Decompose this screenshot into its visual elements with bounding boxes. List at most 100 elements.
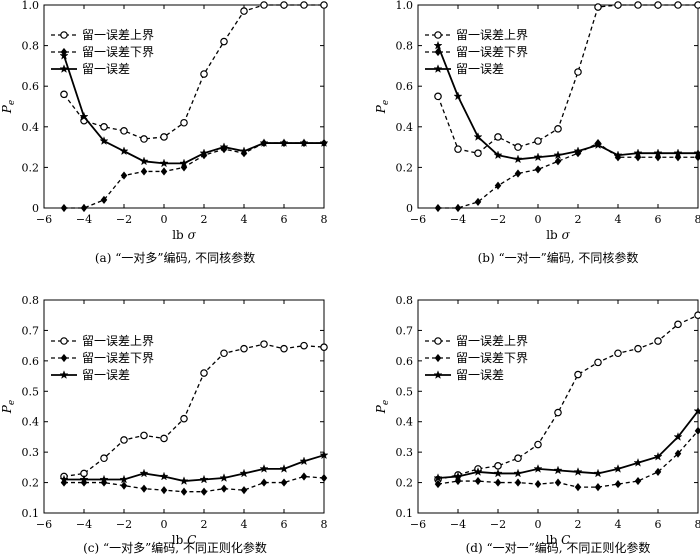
y-tick-label: 0.2: [22, 477, 40, 490]
data-point-upper: [220, 349, 228, 358]
data-point-upper: [200, 70, 208, 78]
data-point-loo: [139, 156, 149, 166]
data-point-loo: [553, 465, 563, 475]
legend-marker-lower: [434, 353, 442, 363]
data-point-loo: [533, 152, 543, 162]
data-point-lower: [614, 480, 622, 489]
x-tick-label: 4: [241, 213, 248, 226]
data-point-loo: [673, 148, 683, 158]
y-axis-label: Pe: [0, 400, 17, 414]
data-point-loo: [119, 474, 129, 484]
data-point-loo: [299, 456, 309, 466]
data-point-loo: [513, 154, 523, 164]
data-point-loo: [199, 474, 209, 484]
series-line-lower: [438, 142, 698, 209]
data-point-lower: [180, 487, 188, 496]
data-point-upper: [100, 454, 108, 463]
x-tick-label: 6: [655, 213, 662, 226]
data-point-upper: [434, 92, 442, 101]
data-point-loo: [493, 468, 503, 478]
y-tick-label: 0.5: [22, 385, 40, 398]
data-point-upper: [614, 349, 622, 358]
legend-label-lower: 留一误差下界: [456, 351, 528, 365]
figure-caption: (d) “一对一”编码, 不同正则化参数: [466, 540, 651, 555]
x-tick-label: 2: [201, 213, 208, 226]
legend-label-lower: 留一误差下界: [82, 45, 154, 59]
data-point-loo: [653, 451, 663, 461]
data-point-lower: [554, 478, 562, 487]
data-point-lower: [654, 467, 662, 477]
legend-label-loo: 留一误差: [82, 62, 130, 76]
data-point-loo: [433, 40, 443, 50]
data-point-upper: [100, 123, 108, 131]
data-point-upper: [240, 7, 248, 15]
chart-panel-2: −6 −4 −2 0 2 4 6 8 0.1 0.2 0.3 0.4 0.5 0.6 0.7 0.8 lb C P…: [0, 294, 329, 555]
chart-panel-3: −6 −4 −2 0 2 4 6 8 0.1 0.2 0.3 0.4 0.5 0.6 0.7 0.8 lb C P…: [374, 294, 700, 555]
x-axis-label-base: lb: [546, 533, 561, 547]
x-axis-label: lb σ: [172, 228, 196, 242]
data-point-loo: [239, 468, 249, 478]
data-point-upper: [594, 358, 602, 367]
series-line-loo: [437, 410, 699, 479]
legend-label-upper: 留一误差上界: [82, 334, 154, 348]
data-point-upper: [140, 135, 148, 143]
x-tick-label: −6: [36, 518, 52, 531]
y-tick-label: 0.3: [396, 446, 414, 459]
x-tick-label: −6: [410, 518, 426, 531]
y-tick-label: 0.6: [396, 80, 414, 93]
data-point-upper: [614, 1, 622, 9]
data-point-lower: [534, 165, 542, 174]
data-point-lower: [514, 478, 522, 487]
y-tick-label: 0.3: [22, 446, 40, 459]
x-axis-label-base: lb: [172, 228, 187, 242]
data-point-upper: [160, 133, 168, 141]
series-line-loo: [63, 55, 324, 165]
x-tick-label: −4: [76, 213, 92, 226]
x-tick-label: 0: [535, 213, 542, 226]
legend-marker-loo: [59, 370, 69, 379]
data-point-lower: [534, 480, 542, 489]
data-point-lower: [514, 169, 522, 178]
x-tick-label: −2: [490, 213, 506, 226]
data-point-upper: [120, 127, 128, 135]
data-point-upper: [120, 436, 128, 444]
x-axis-label-var: σ: [188, 228, 197, 242]
y-axis-label: Pe: [0, 100, 17, 114]
data-point-upper: [574, 370, 582, 379]
y-axis-label-sub: e: [7, 100, 17, 105]
x-tick-label: 8: [321, 518, 328, 531]
data-point-upper: [280, 1, 288, 9]
data-point-lower: [220, 484, 228, 493]
y-tick-label: 0.7: [396, 324, 414, 337]
y-tick-label: 1.0: [396, 0, 414, 12]
y-tick-label: 0.8: [396, 294, 414, 307]
y-tick-label: 0.1: [22, 507, 40, 520]
data-point-loo: [299, 138, 309, 147]
y-tick-label: 0.6: [22, 355, 40, 368]
data-point-upper: [634, 1, 642, 9]
y-tick-label: 0.4: [396, 121, 414, 134]
data-point-upper: [674, 1, 682, 9]
data-point-upper: [674, 320, 682, 329]
y-axis-label-base: P: [374, 104, 388, 114]
data-point-loo: [59, 474, 69, 484]
data-point-loo: [573, 467, 583, 476]
data-point-loo: [593, 140, 603, 149]
x-tick-label: 6: [281, 213, 288, 226]
data-point-loo: [179, 476, 189, 485]
plot-frame: [417, 4, 699, 209]
data-point-loo: [633, 457, 643, 467]
data-point-upper: [320, 1, 328, 9]
x-tick-label: −2: [116, 213, 132, 226]
data-point-upper: [514, 143, 522, 151]
data-point-lower: [574, 483, 582, 492]
y-tick-label: 0.4: [22, 121, 40, 134]
data-point-lower: [694, 426, 700, 435]
data-point-loo: [219, 142, 229, 151]
legend-marker-upper: [60, 31, 68, 39]
series-line-lower: [437, 430, 699, 488]
data-point-loo: [319, 450, 329, 460]
data-point-upper: [494, 462, 502, 470]
data-point-lower: [200, 487, 208, 496]
